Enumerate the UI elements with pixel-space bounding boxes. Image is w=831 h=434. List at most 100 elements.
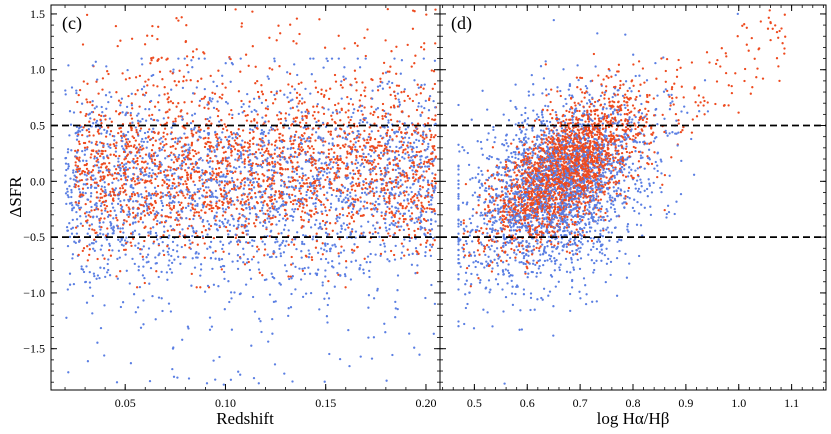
point-red xyxy=(78,142,81,146)
point-red xyxy=(256,90,260,94)
point-blue xyxy=(270,169,273,172)
point-red xyxy=(257,177,261,181)
point-red xyxy=(125,241,128,245)
point-blue xyxy=(112,217,115,220)
point-red xyxy=(279,32,282,35)
point-red xyxy=(180,201,183,204)
point-red xyxy=(175,191,178,194)
point-blue xyxy=(339,274,342,277)
point-red xyxy=(152,218,155,221)
point-blue xyxy=(249,162,253,166)
point-blue xyxy=(424,156,428,159)
point-blue xyxy=(409,159,412,162)
point-red xyxy=(264,114,267,117)
point-red xyxy=(389,93,392,97)
y-tick-label: −1.0 xyxy=(23,286,45,300)
point-red xyxy=(153,162,156,165)
point-red xyxy=(255,121,259,124)
point-red xyxy=(219,192,223,196)
point-blue xyxy=(208,316,212,319)
point-red xyxy=(300,218,303,221)
point-blue xyxy=(162,249,165,252)
point-blue xyxy=(319,187,322,190)
point-red xyxy=(322,95,326,98)
point-blue xyxy=(351,251,354,254)
point-blue xyxy=(261,206,264,210)
point-red xyxy=(328,209,331,212)
point-blue xyxy=(407,146,410,149)
point-blue xyxy=(224,208,228,211)
point-red xyxy=(90,209,93,212)
point-blue xyxy=(230,203,233,206)
point-red xyxy=(279,89,282,92)
point-blue xyxy=(199,274,202,277)
point-red xyxy=(386,148,389,152)
point-red xyxy=(121,72,124,75)
point-blue xyxy=(334,208,338,211)
point-red xyxy=(233,148,237,151)
point-blue xyxy=(283,185,286,188)
point-blue xyxy=(384,331,387,334)
point-blue xyxy=(101,254,104,257)
point-blue xyxy=(148,152,151,155)
point-red xyxy=(345,156,348,159)
point-red xyxy=(109,173,112,176)
point-blue xyxy=(102,157,105,160)
point-red xyxy=(400,140,403,143)
point-blue xyxy=(331,137,334,140)
point-blue xyxy=(126,130,130,134)
point-blue xyxy=(396,307,399,311)
point-red xyxy=(417,252,420,255)
point-red xyxy=(133,193,136,196)
point-red xyxy=(234,8,237,11)
point-red xyxy=(274,171,277,174)
point-blue xyxy=(303,266,306,270)
point-red xyxy=(324,206,327,209)
point-blue xyxy=(97,161,100,164)
point-red xyxy=(143,214,147,217)
point-red xyxy=(125,193,128,196)
point-blue xyxy=(266,75,269,78)
point-blue xyxy=(381,81,384,84)
point-red xyxy=(225,129,229,132)
point-red xyxy=(82,194,85,197)
point-blue xyxy=(289,214,292,218)
point-red xyxy=(293,155,296,158)
point-red xyxy=(143,226,146,230)
point-blue xyxy=(218,183,221,186)
point-red xyxy=(175,223,179,227)
point-blue xyxy=(216,196,219,199)
point-blue xyxy=(181,210,184,213)
point-red xyxy=(287,83,290,86)
point-blue xyxy=(394,316,397,319)
point-blue xyxy=(384,142,387,145)
point-blue xyxy=(132,207,135,210)
point-blue xyxy=(273,93,276,97)
y-tick-label: −1.5 xyxy=(23,342,45,356)
point-blue xyxy=(399,72,402,75)
point-blue xyxy=(321,139,324,142)
point-red xyxy=(240,207,243,211)
point-red xyxy=(256,79,259,83)
point-blue xyxy=(346,188,350,191)
point-blue xyxy=(131,257,134,261)
point-red xyxy=(206,154,209,158)
point-blue xyxy=(354,145,357,149)
point-red xyxy=(316,190,319,193)
point-red xyxy=(315,239,319,243)
point-blue xyxy=(206,284,210,288)
point-blue xyxy=(188,146,191,149)
point-blue xyxy=(410,206,413,209)
point-blue xyxy=(253,108,256,112)
point-red xyxy=(89,156,92,159)
point-red xyxy=(281,134,284,137)
point-blue xyxy=(119,200,122,203)
point-blue xyxy=(377,203,380,206)
point-blue xyxy=(148,167,151,170)
point-red xyxy=(167,216,170,219)
point-blue xyxy=(181,338,184,341)
point-blue xyxy=(211,97,214,100)
point-red xyxy=(341,191,345,194)
point-blue xyxy=(218,136,221,139)
point-blue xyxy=(89,117,92,120)
